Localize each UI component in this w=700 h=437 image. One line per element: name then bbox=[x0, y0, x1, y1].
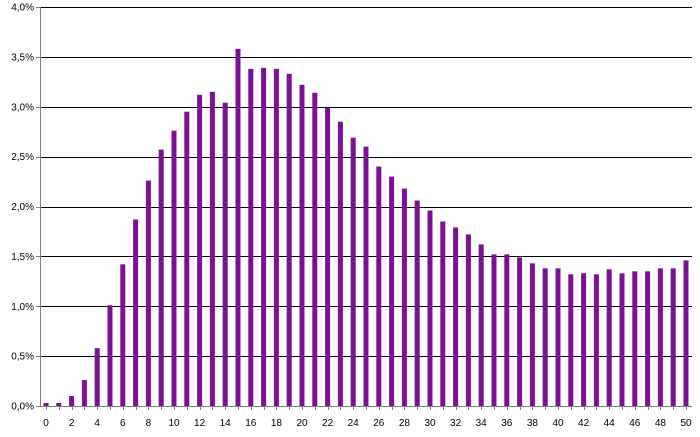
bar bbox=[107, 305, 113, 406]
bar bbox=[325, 107, 331, 406]
y-tick-labels: 0,0% 0,5% 1,0% 1,5% 2,0% 2,5% 3,0% 3,5% 4,0% bbox=[11, 3, 40, 413]
x-tick-label: 14 bbox=[220, 418, 232, 429]
y-tick-label: 3,0% bbox=[11, 102, 34, 113]
bar bbox=[568, 274, 574, 406]
bar bbox=[683, 260, 689, 406]
bar bbox=[235, 48, 241, 406]
bar bbox=[632, 271, 638, 406]
x-tick-label: 22 bbox=[322, 418, 334, 429]
x-tick-label: 0 bbox=[43, 418, 49, 429]
bar bbox=[312, 92, 318, 406]
x-tick-label: 42 bbox=[578, 418, 590, 429]
bar bbox=[376, 166, 382, 406]
x-tick-label: 32 bbox=[450, 418, 462, 429]
bar bbox=[491, 254, 497, 406]
x-tick-labels: 0 2 4 6 8 10 12 14 16 18 20 22 24 26 28 30 32 34 36 38 40 42 4… bbox=[43, 406, 692, 429]
bar bbox=[670, 268, 676, 406]
bar bbox=[171, 130, 177, 406]
bar bbox=[401, 188, 407, 406]
bar bbox=[133, 219, 139, 406]
bar bbox=[184, 111, 190, 407]
bar bbox=[427, 210, 433, 406]
bar bbox=[555, 268, 561, 406]
bar bbox=[517, 257, 523, 406]
bar bbox=[286, 73, 292, 406]
bar bbox=[299, 84, 305, 406]
x-tick-label: 34 bbox=[476, 418, 488, 429]
bar bbox=[593, 274, 599, 406]
bar bbox=[581, 273, 587, 406]
x-tick-label: 16 bbox=[245, 418, 257, 429]
bar bbox=[56, 403, 62, 406]
bar bbox=[478, 244, 484, 406]
bar bbox=[273, 68, 279, 406]
bar bbox=[453, 227, 459, 406]
x-tick-label: 38 bbox=[527, 418, 539, 429]
x-tick-label: 12 bbox=[194, 418, 206, 429]
bar bbox=[619, 273, 625, 406]
bar bbox=[337, 121, 343, 407]
bar bbox=[363, 146, 369, 406]
bar bbox=[350, 137, 356, 407]
bar bbox=[606, 269, 612, 406]
bar bbox=[81, 380, 87, 406]
y-tick-label: 0,5% bbox=[11, 352, 34, 363]
bar bbox=[222, 102, 228, 406]
bar bbox=[158, 149, 164, 406]
x-tick-label: 24 bbox=[348, 418, 360, 429]
y-tick-label: 2,5% bbox=[11, 152, 34, 163]
bar bbox=[197, 94, 203, 406]
y-tick-label: 1,0% bbox=[11, 302, 34, 313]
y-tick-label: 1,5% bbox=[11, 252, 34, 263]
bar bbox=[414, 200, 420, 406]
bar bbox=[440, 221, 446, 406]
bar bbox=[465, 234, 471, 406]
bar bbox=[529, 263, 535, 406]
y-tick-label: 4,0% bbox=[11, 3, 34, 14]
bar bbox=[69, 396, 75, 406]
x-tick-label: 46 bbox=[629, 418, 641, 429]
x-tick-label: 18 bbox=[271, 418, 283, 429]
x-tick-label: 44 bbox=[604, 418, 616, 429]
x-tick-label: 8 bbox=[146, 418, 152, 429]
x-tick-label: 50 bbox=[680, 418, 692, 429]
bars bbox=[43, 48, 689, 407]
bar bbox=[542, 268, 548, 406]
x-tick-label: 48 bbox=[655, 418, 667, 429]
bar bbox=[120, 264, 126, 406]
bar bbox=[43, 403, 49, 406]
bar bbox=[145, 180, 151, 406]
x-tick-label: 4 bbox=[94, 418, 100, 429]
y-tick-label: 3,5% bbox=[11, 52, 34, 63]
x-tick-label: 40 bbox=[552, 418, 564, 429]
bar bbox=[248, 68, 254, 406]
x-tick-label: 10 bbox=[168, 418, 180, 429]
x-tick-label: 26 bbox=[373, 418, 385, 429]
x-tick-label: 2 bbox=[69, 418, 75, 429]
bar bbox=[389, 176, 395, 406]
x-tick-label: 6 bbox=[120, 418, 126, 429]
x-tick-label: 30 bbox=[424, 418, 436, 429]
y-tick-label: 0,0% bbox=[11, 402, 34, 413]
bar bbox=[261, 67, 267, 406]
bar bbox=[209, 91, 215, 406]
bar bbox=[94, 348, 100, 406]
x-tick-label: 36 bbox=[501, 418, 513, 429]
x-tick-label: 20 bbox=[296, 418, 308, 429]
bar bbox=[657, 268, 663, 406]
bar bbox=[504, 254, 510, 406]
x-tick-label: 28 bbox=[399, 418, 411, 429]
bar bbox=[645, 271, 651, 406]
y-tick-label: 2,0% bbox=[11, 202, 34, 213]
